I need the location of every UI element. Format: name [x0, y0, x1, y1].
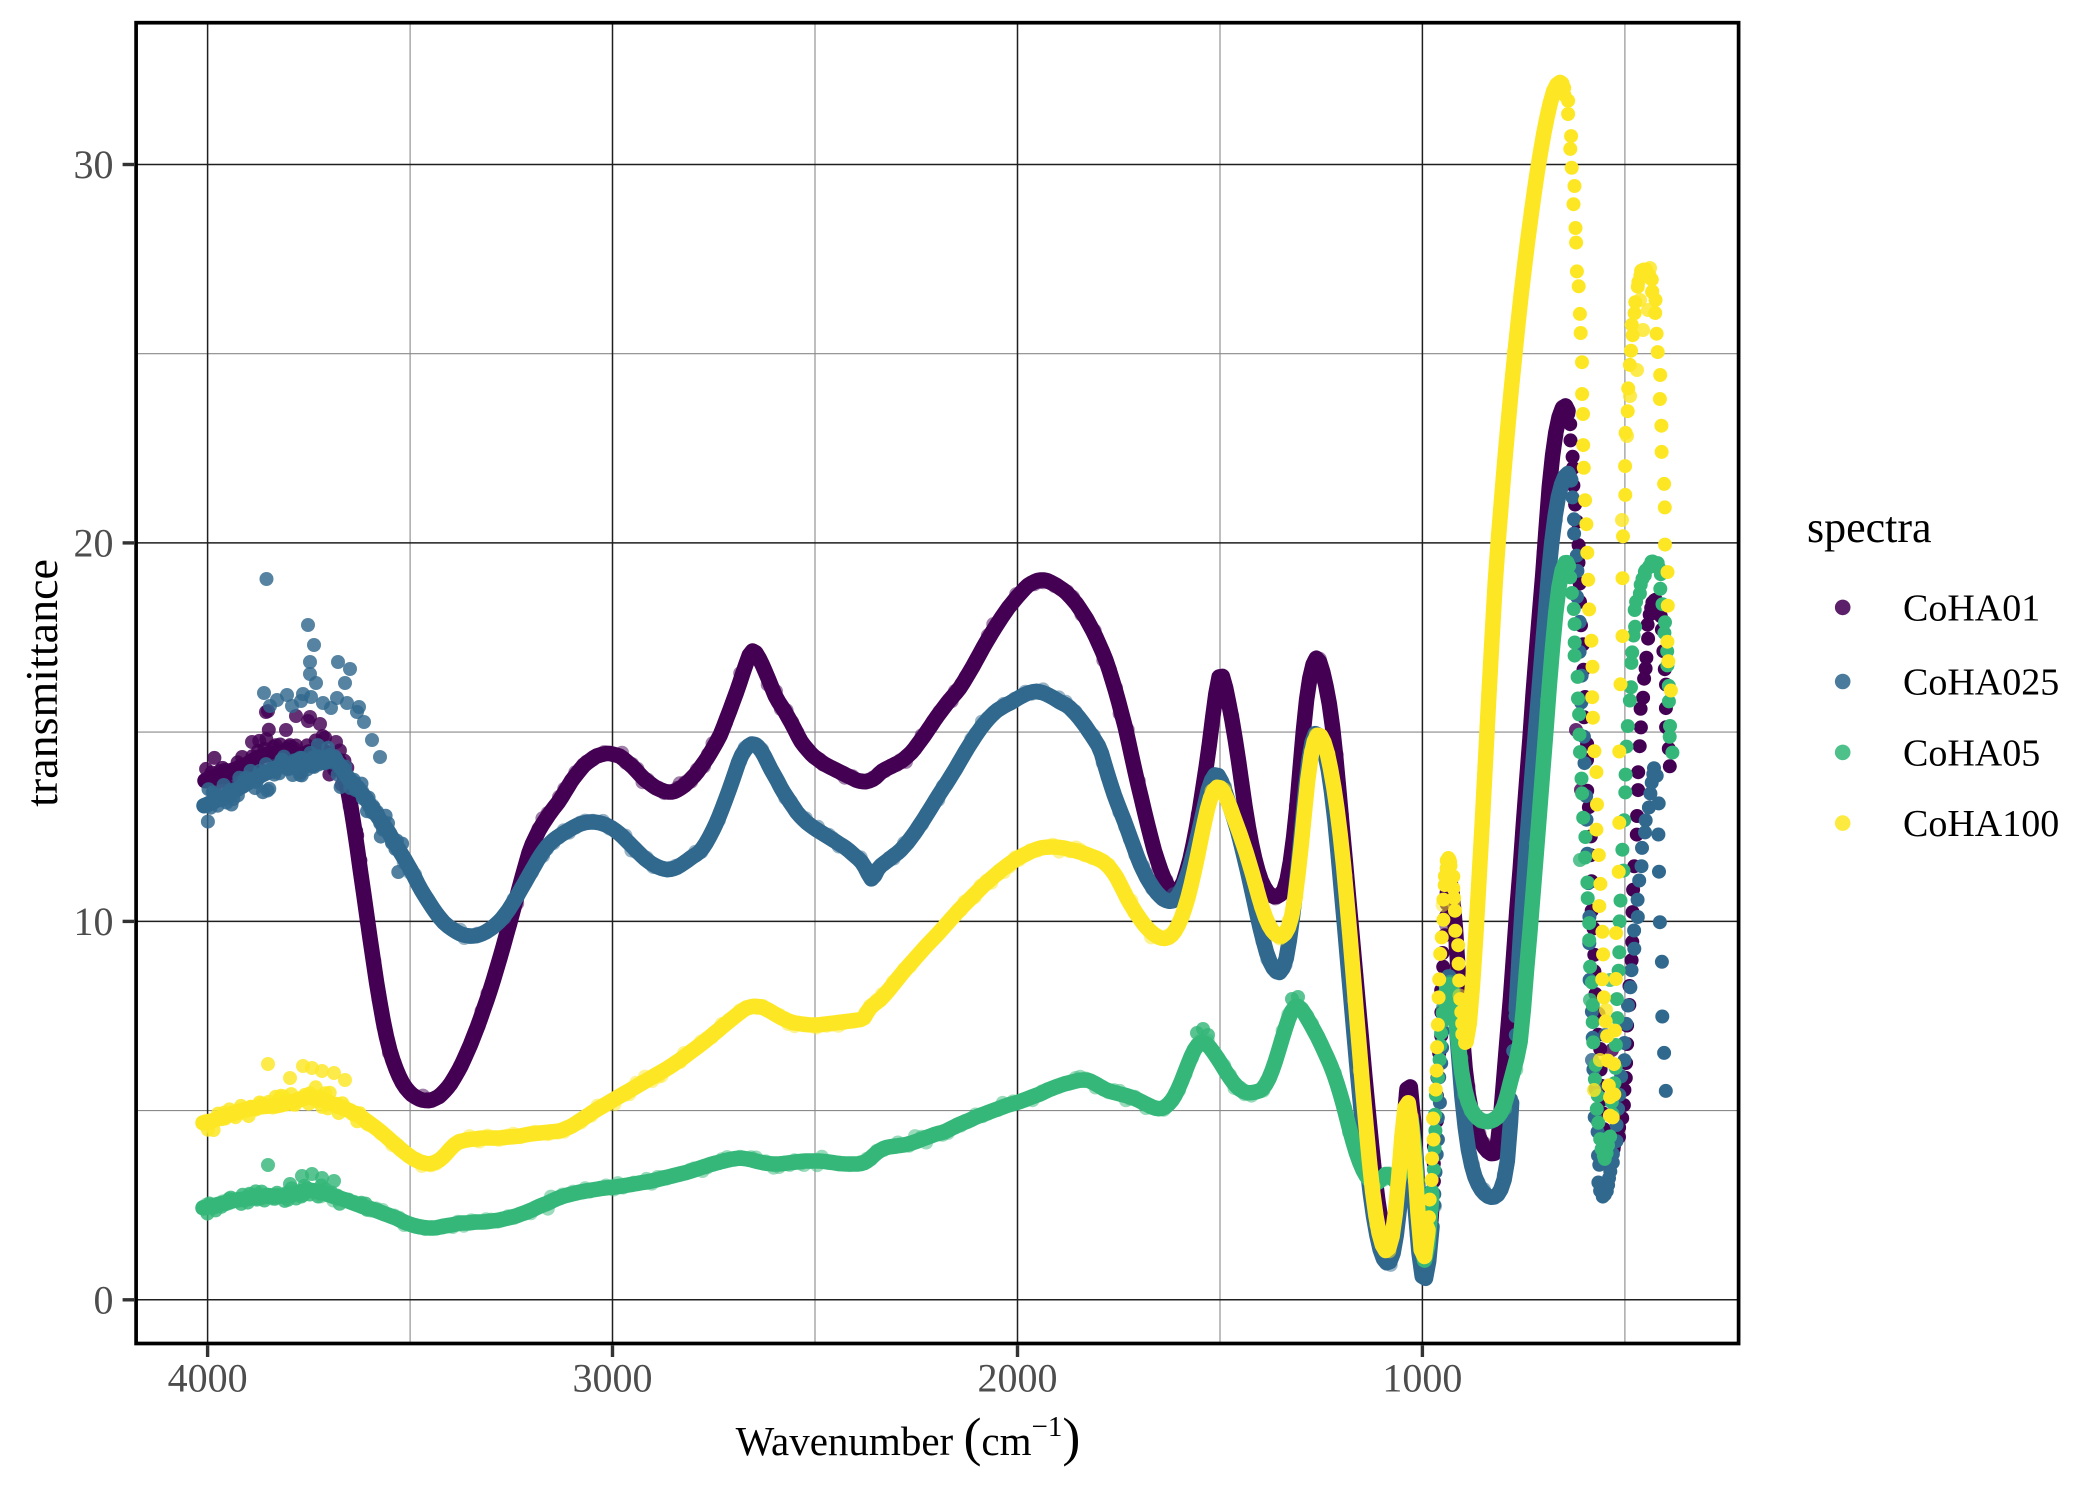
svg-text:0: 0 [94, 1277, 114, 1322]
svg-text:3000: 3000 [573, 1356, 653, 1401]
svg-text:CoHA05: CoHA05 [1903, 732, 2040, 774]
svg-text:10: 10 [74, 899, 114, 944]
svg-text:2000: 2000 [978, 1356, 1058, 1401]
svg-text:spectra: spectra [1807, 503, 1932, 552]
svg-text:1000: 1000 [1382, 1356, 1462, 1401]
svg-text:CoHA01: CoHA01 [1903, 587, 2040, 629]
svg-text:CoHA025: CoHA025 [1903, 662, 2059, 704]
svg-text:4000: 4000 [168, 1356, 248, 1401]
svg-text:CoHA100: CoHA100 [1903, 803, 2059, 845]
svg-text:30: 30 [74, 142, 114, 187]
svg-text:transmittance: transmittance [16, 559, 67, 807]
svg-text:20: 20 [74, 520, 114, 565]
